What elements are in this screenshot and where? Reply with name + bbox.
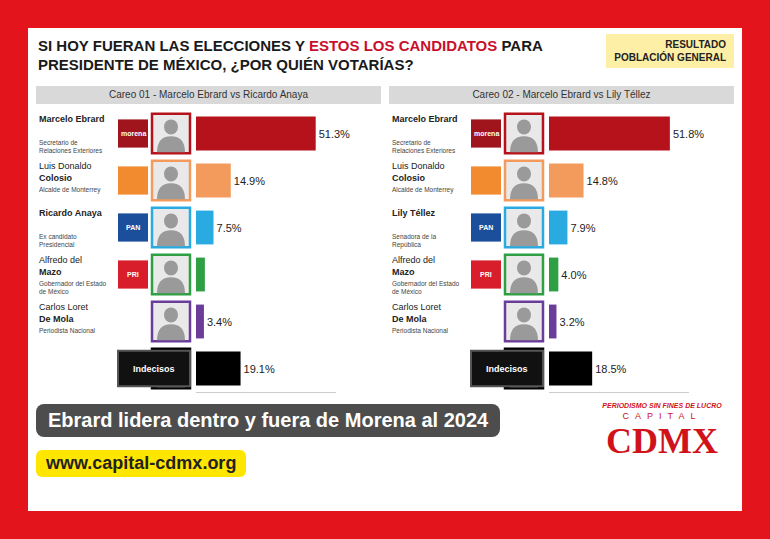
svg-text:51.8%: 51.8%	[673, 128, 704, 140]
svg-text:51.3%: 51.3%	[319, 128, 350, 140]
svg-text:PAN: PAN	[126, 224, 140, 231]
svg-text:Marcelo Ebrard: Marcelo Ebrard	[392, 114, 458, 124]
svg-text:Periodista Nacional: Periodista Nacional	[39, 327, 96, 334]
svg-text:Gobernador del Estadode México: Gobernador del Estadode México	[39, 280, 107, 295]
html-text:Ebrard lidera dentro y fuera d: Ebrard lidera dentro y fuera de Morena a…	[48, 409, 489, 431]
svg-text:Marcelo Ebrard: Marcelo Ebrard	[39, 114, 105, 124]
svg-text:Alfredo delMazo: Alfredo delMazo	[392, 255, 435, 277]
html-text:www.capital-cdmx.org: www.capital-cdmx.org	[46, 453, 237, 473]
svg-text:Alfredo delMazo: Alfredo delMazo	[39, 255, 82, 277]
html-text:CAPITAL: CAPITAL	[622, 411, 702, 421]
svg-text:Indecisos: Indecisos	[486, 364, 528, 374]
html-text:CDMX: CDMX	[606, 421, 718, 461]
svg-text:Luis DonaldoColosio: Luis DonaldoColosio	[39, 161, 92, 183]
html-text:SI HOY FUERAN LAS ELECCIONES Y: SI HOY FUERAN LAS ELECCIONES Y ESTOS LOS…	[38, 37, 543, 73]
svg-text:PRI: PRI	[480, 271, 492, 278]
svg-text:PRI: PRI	[127, 271, 139, 278]
html-text:Careo 02 - Marcelo Ebrard vs L: Careo 02 - Marcelo Ebrard vs Lily Téllez	[472, 89, 651, 100]
svg-text:3.2%: 3.2%	[559, 316, 584, 328]
svg-text:Carlos LoretDe Mola: Carlos LoretDe Mola	[392, 302, 442, 324]
svg-text:14.8%: 14.8%	[587, 175, 618, 187]
svg-text:14.9%: 14.9%	[234, 175, 265, 187]
html-text:RESULTADO: RESULTADO	[665, 39, 726, 50]
svg-text:morena: morena	[121, 130, 146, 137]
svg-text:Indecisos: Indecisos	[133, 364, 175, 374]
svg-text:Ex candidatoPresidencial: Ex candidatoPresidencial	[39, 233, 77, 248]
svg-text:19.1%: 19.1%	[244, 363, 275, 375]
svg-text:Periodista Nacional: Periodista Nacional	[392, 327, 449, 334]
svg-text:Senadora de laRepública: Senadora de laRepública	[392, 233, 436, 249]
svg-text:Gobernador del Estadode México: Gobernador del Estadode México	[392, 280, 460, 295]
svg-text:Secretario deRelaciones Exteri: Secretario deRelaciones Exteriores	[39, 139, 103, 154]
svg-text:3.4%: 3.4%	[207, 316, 232, 328]
svg-text:Alcalde de Monterrey: Alcalde de Monterrey	[39, 186, 101, 194]
svg-text:7.9%: 7.9%	[570, 222, 595, 234]
svg-text:Secretario deRelaciones Exteri: Secretario deRelaciones Exteriores	[392, 139, 456, 154]
svg-text:4.0%: 4.0%	[561, 269, 586, 281]
svg-text:18.5%: 18.5%	[595, 363, 626, 375]
svg-text:Luis DonaldoColosio: Luis DonaldoColosio	[392, 161, 445, 183]
html-text:POBLACIÓN GENERAL: POBLACIÓN GENERAL	[614, 52, 726, 63]
svg-text:PAN: PAN	[479, 224, 493, 231]
svg-text:Lily Téllez: Lily Téllez	[392, 208, 436, 218]
svg-text:Ricardo Anaya: Ricardo Anaya	[39, 208, 103, 218]
svg-text:Alcalde de Monterrey: Alcalde de Monterrey	[392, 186, 454, 194]
svg-text:morena: morena	[474, 130, 499, 137]
svg-text:Carlos LoretDe Mola: Carlos LoretDe Mola	[39, 302, 89, 324]
html-text:Careo 01 - Marcelo Ebrard vs R: Careo 01 - Marcelo Ebrard vs Ricardo Ana…	[109, 89, 308, 100]
html-text:PERIODISMO SIN FINES DE LUCRO: PERIODISMO SIN FINES DE LUCRO	[602, 402, 722, 409]
svg-text:7.5%: 7.5%	[217, 222, 242, 234]
